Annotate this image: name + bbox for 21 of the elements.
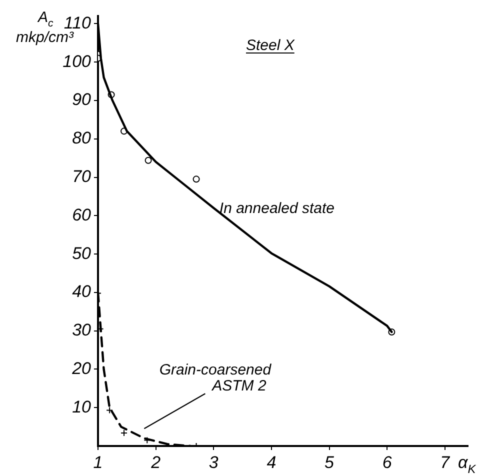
annotation: Grain-coarsened ASTM 2 [159, 362, 272, 395]
x-tick-label: 2 [150, 452, 162, 472]
x-tick-label: 3 [208, 452, 219, 472]
y-tick-label: 70 [72, 166, 92, 186]
y-tick-label: 50 [72, 244, 92, 263]
y-tick-label: 20 [71, 358, 92, 378]
text: Steel X [246, 37, 296, 54]
y-tick-label: 100 [62, 52, 92, 71]
y-tick-label: 80 [72, 128, 92, 148]
y-tick-label: 30 [72, 320, 92, 340]
x-tick-label: 5 [324, 452, 335, 472]
x-tick-label: 7 [440, 452, 450, 472]
y-tick-label: 40 [72, 282, 92, 302]
y-tick-label: 90 [72, 90, 92, 110]
annotation: In annealed state [219, 200, 334, 217]
y-tick-label: 110 [64, 13, 92, 32]
x-tick-label: 6 [382, 452, 392, 472]
y-tick-label: 60 [72, 205, 92, 224]
x-tick-label: 4 [266, 452, 276, 472]
y-tick-label: 10 [72, 397, 92, 416]
x-tick-label: 1 [93, 452, 103, 472]
